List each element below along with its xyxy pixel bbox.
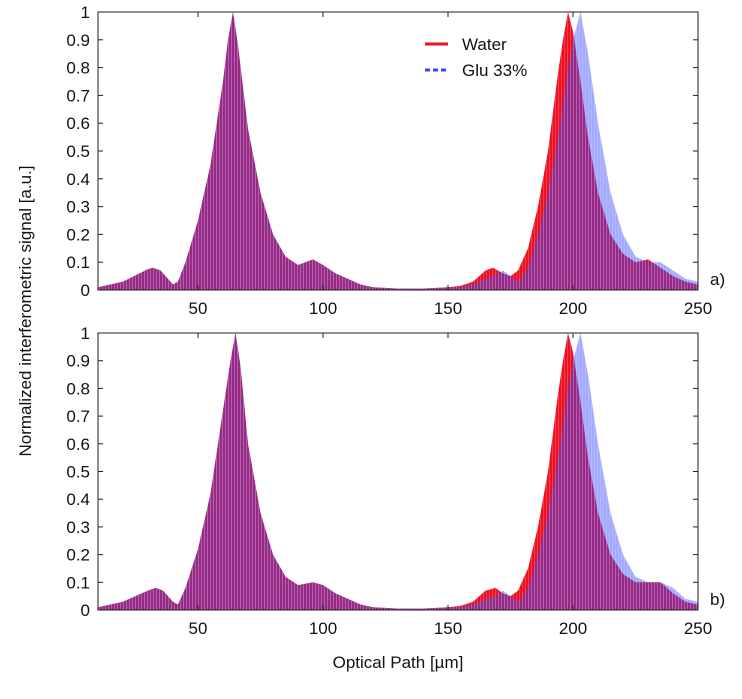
legend-label: Glu 33% <box>462 61 527 80</box>
y-tick-label: 0.5 <box>66 463 90 482</box>
y-tick-label: 1 <box>81 3 90 22</box>
x-tick-label: 50 <box>189 619 208 638</box>
legend-label: Water <box>462 35 507 54</box>
y-tick-label: 0.9 <box>66 352 90 371</box>
x-tick-label: 50 <box>189 299 208 318</box>
series-stripes <box>98 12 698 290</box>
y-tick-label: 0.5 <box>66 142 90 161</box>
x-tick-label: 150 <box>434 299 462 318</box>
y-axis-label: Normalized interferometric signal [a.u.] <box>16 165 35 456</box>
y-tick-label: 0.6 <box>66 435 90 454</box>
y-tick-label: 0 <box>81 281 90 300</box>
y-tick-label: 0.1 <box>66 573 90 592</box>
y-tick-label: 0.4 <box>66 170 90 189</box>
x-tick-label: 200 <box>559 619 587 638</box>
y-tick-label: 0.3 <box>66 518 90 537</box>
y-tick-label: 0 <box>81 601 90 620</box>
series-stripes <box>98 333 698 610</box>
y-tick-label: 0.8 <box>66 59 90 78</box>
x-tick-label: 250 <box>684 619 712 638</box>
y-tick-label: 0.3 <box>66 198 90 217</box>
y-tick-label: 0.1 <box>66 253 90 272</box>
legend: Water Glu 33% <box>425 35 527 80</box>
y-tick-label: 1 <box>81 324 90 343</box>
x-axis-label: Optical Path [µm] <box>333 653 464 672</box>
y-tick-label: 0.7 <box>66 86 90 105</box>
y-tick-label: 0.2 <box>66 225 90 244</box>
x-tick-label: 200 <box>559 299 587 318</box>
x-tick-label: 250 <box>684 299 712 318</box>
x-tick-label: 100 <box>309 619 337 638</box>
y-tick-label: 0.2 <box>66 546 90 565</box>
y-tick-label: 0.9 <box>66 31 90 50</box>
x-tick-label: 150 <box>434 619 462 638</box>
y-tick-label: 0.7 <box>66 407 90 426</box>
y-tick-label: 0.4 <box>66 490 90 509</box>
panel-label: b) <box>710 590 725 609</box>
x-tick-label: 100 <box>309 299 337 318</box>
y-tick-label: 0.6 <box>66 114 90 133</box>
panel-label: a) <box>710 270 725 289</box>
y-tick-label: 0.8 <box>66 379 90 398</box>
